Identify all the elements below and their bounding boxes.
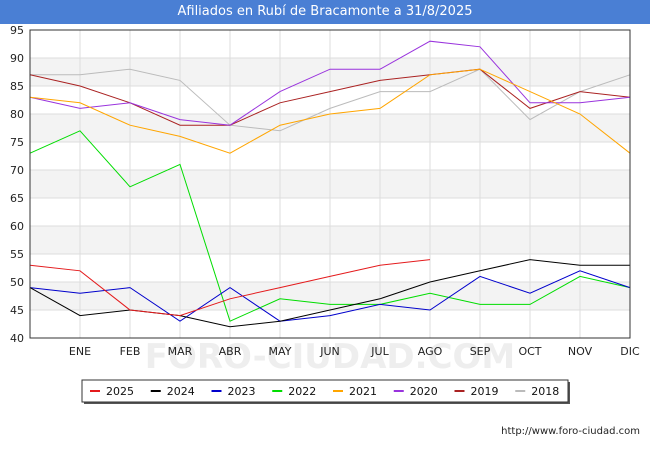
x-tick-label: ENE [69,345,91,358]
series-lines [29,40,631,328]
x-tick-label: ABR [219,345,242,358]
chart-title: Afiliados en Rubí de Bracamonte a 31/8/2… [0,0,650,24]
legend-label-2024: 2024 [167,385,195,398]
y-tick-label: 95 [10,24,24,37]
series-line-2023 [29,270,631,322]
x-tick-label: OCT [518,345,541,358]
x-tick-label: MAY [269,345,292,358]
x-tick-label: NOV [568,345,593,358]
y-tick-label: 70 [10,164,24,177]
series-line-2020 [29,40,631,126]
y-tick-label: 65 [10,192,24,205]
legend-box [81,379,569,403]
y-tick-label: 90 [10,52,24,65]
series-line-2025 [29,259,431,317]
watermark: FORO-CIUDAD.COM [145,337,516,377]
x-axis-ticks: ENE FEB MAR ABR MAY JUN JUL AGO SEP OCT NOV DIC [69,345,640,358]
x-tick-label: SEP [470,345,491,358]
y-axis-ticks: 40 45 50 55 60 65 70 75 80 85 90 95 [10,24,24,345]
x-tick-label: MAR [168,345,193,358]
y-tick-label: 55 [10,248,24,261]
series-line-2018 [30,68,631,132]
series-line-2021 [29,68,631,154]
legend-label-2018: 2018 [531,385,559,398]
y-tick-label: 60 [10,220,24,233]
y-tick-label: 45 [10,304,24,317]
x-tick-label: JUL [370,345,389,358]
x-tick-label: AGO [418,345,443,358]
x-tick-label: DIC [620,345,640,358]
y-tick-label: 85 [10,80,24,93]
legend-label-2021: 2021 [349,385,377,398]
x-tick-label: FEB [120,345,141,358]
y-tick-label: 75 [10,136,24,149]
x-tick-label: JUN [319,345,340,358]
legend-label-2022: 2022 [288,385,316,398]
legend-label-2019: 2019 [471,385,499,398]
y-tick-label: 40 [10,332,24,345]
plot-frame [29,29,631,339]
legend-label-2025: 2025 [106,385,134,398]
legend-label-2020: 2020 [410,385,438,398]
legend: 2025 2024 2023 2022 2021 2020 2019 2018 [81,379,570,404]
legend-label-2023: 2023 [228,385,256,398]
y-tick-label: 80 [10,108,24,121]
series-line-2022 [29,130,631,322]
source-url: http://www.foro-ciudad.com [501,426,640,437]
y-tick-label: 50 [10,276,24,289]
